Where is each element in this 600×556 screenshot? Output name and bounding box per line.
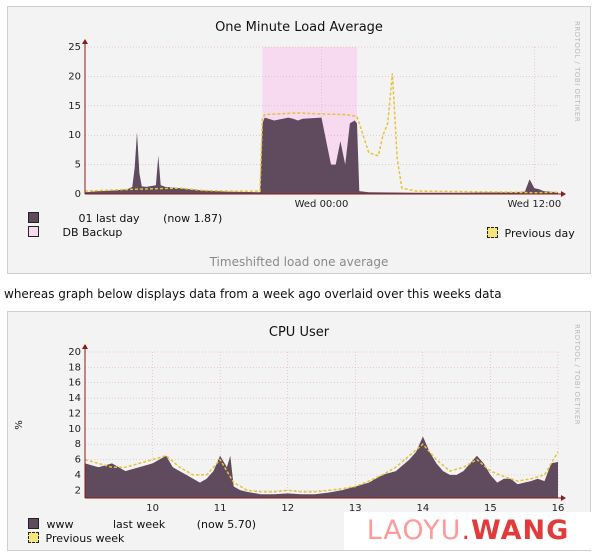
legend-note: (now 5.70) — [196, 518, 257, 531]
y-tick-label: 6 — [75, 455, 81, 466]
legend-swatch-db-backup — [28, 226, 39, 237]
x-tick-label: 10 — [146, 503, 159, 514]
x-tick-label: Wed 00:00 — [295, 199, 349, 210]
panel-title: One Minute Load Average — [215, 20, 383, 35]
rrdtool-credit: RRDTOOL / TOBI OETIKER — [573, 21, 581, 123]
legend-note: (now 1.87) — [163, 212, 223, 225]
legend-label: Previous day — [504, 227, 575, 240]
legend-label: 01 last day — [78, 212, 140, 225]
x-axis-arrow — [561, 495, 566, 501]
legend-swatch-previous-week — [28, 532, 39, 543]
y-tick-label: 18 — [68, 362, 81, 373]
x-tick-label: 16 — [552, 503, 565, 514]
watermark-dot: . — [461, 515, 472, 546]
y-tick-label: 8 — [75, 439, 81, 450]
legend-previous-week: Previous week — [28, 532, 124, 545]
y-tick-label: 10 — [68, 130, 81, 141]
y-tick-label: 10 — [68, 424, 81, 435]
legend-swatch-www — [28, 518, 39, 529]
x-tick-label: 15 — [484, 503, 497, 514]
legend-www: www last week (now 5.70) — [28, 518, 256, 531]
y-tick-label: 14 — [68, 393, 81, 404]
legend-swatch-previous-day — [487, 227, 498, 238]
y-tick-label: 5 — [75, 160, 81, 171]
x-tick-label: 14 — [416, 503, 429, 514]
y-tick-label: 25 — [68, 42, 81, 53]
series-area-01-last-day — [85, 117, 558, 194]
y-axis-arrow — [82, 39, 88, 44]
watermark-part2: WANG — [471, 515, 570, 546]
y-tick-label: 0 — [75, 189, 81, 200]
site-watermark: LAOYU.WANG — [344, 512, 592, 550]
load-average-panel: One Minute Load Average RRDTOOL / TOBI O… — [7, 6, 591, 274]
legend-label: Previous week — [45, 532, 125, 545]
cpu-user-chart: 2 4 6 8 10 12 14 16 18 20 10 11 12 13 14 15 16% — [14, 344, 566, 514]
x-tick-label: 12 — [281, 503, 294, 514]
watermark-part1: LAOYU — [366, 515, 462, 546]
y-tick-label: 15 — [68, 101, 81, 112]
series-area-www — [85, 436, 558, 498]
legend-label-2: last week — [113, 518, 166, 531]
legend-last-day: 01 last day (now 1.87) — [28, 212, 222, 225]
x-tick-label: 11 — [214, 503, 227, 514]
legend-label: www — [46, 518, 74, 531]
explanatory-text: whereas graph below displays data from a… — [4, 287, 502, 301]
legend-swatch-last-day — [28, 212, 39, 223]
series-line-Previous-week — [84, 443, 559, 493]
panel-title: CPU User — [268, 325, 330, 340]
y-axis-arrow — [82, 344, 88, 349]
y-tick-label: 4 — [75, 470, 81, 481]
cpu-user-panel: CPU User RRDTOOL / TOBI OETIKER 2 4 6 8 10 12… — [7, 311, 591, 551]
y-tick-label: 12 — [68, 408, 81, 419]
legend-db-backup: DB Backup — [28, 226, 122, 239]
y-axis-label: % — [14, 420, 25, 430]
legend-previous-day: Previous day — [487, 227, 575, 240]
load-average-chart: 0 5 10 15 20 25 Wed 00:00 Wed 12:00 — [68, 39, 566, 210]
y-tick-label: 16 — [68, 378, 81, 389]
x-tick-label: Wed 12:00 — [507, 199, 561, 210]
legend-label: DB Backup — [62, 226, 123, 239]
y-tick-label: 20 — [68, 347, 81, 358]
chart-caption: Timeshifted load one average — [209, 255, 389, 269]
x-tick-label: 13 — [349, 503, 362, 514]
y-tick-label: 2 — [75, 485, 81, 496]
x-axis-arrow — [561, 191, 566, 197]
rrdtool-credit: RRDTOOL / TOBI OETIKER — [573, 324, 581, 426]
y-tick-label: 20 — [68, 71, 81, 82]
